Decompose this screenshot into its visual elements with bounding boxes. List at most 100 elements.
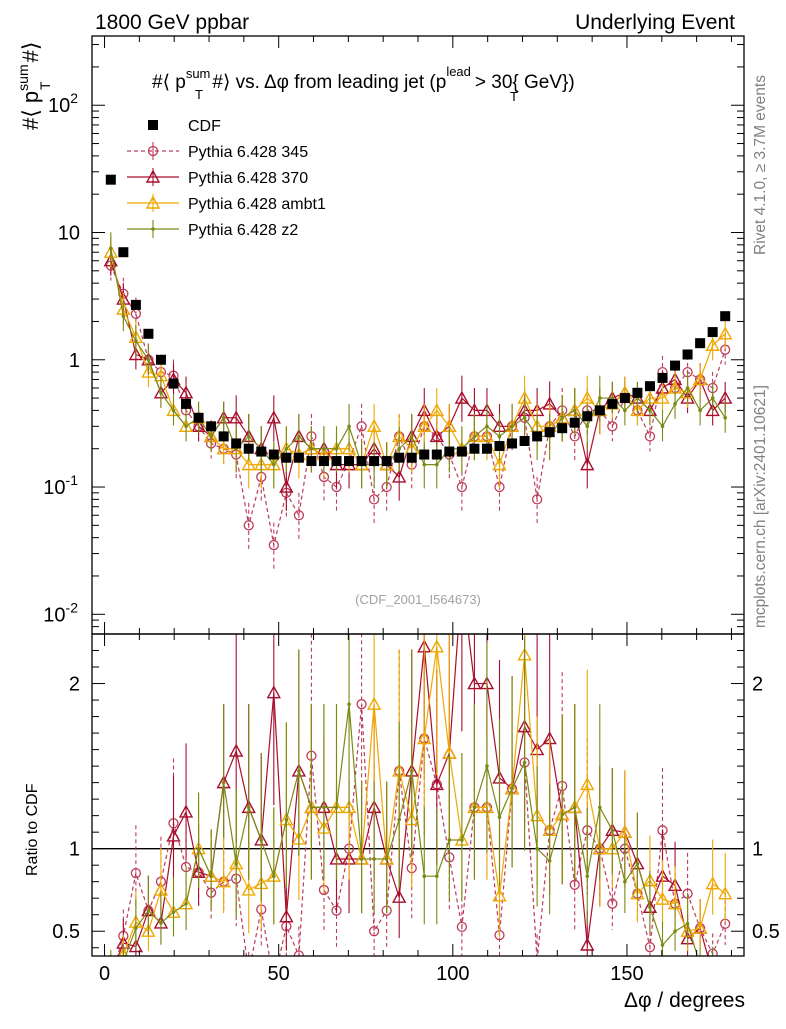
- title-part-f: > 30{ GeV}): [475, 72, 575, 93]
- series-4-ratio-point-46: [685, 921, 690, 926]
- cdf-point-11: [243, 443, 254, 454]
- series-4-point-38: [585, 424, 590, 429]
- series-4-point-31: [497, 434, 502, 439]
- series-4-ratio-point-45: [673, 929, 677, 934]
- series-2-ratio-point-13: [266, 685, 281, 699]
- series-4-point-18: [334, 446, 339, 451]
- series-4-ratio-point-4: [159, 921, 163, 925]
- series-4-ratio-point-37: [572, 805, 577, 810]
- ratio-y-label: Ratio to CDF: [24, 783, 41, 876]
- series-4-point-4: [159, 391, 163, 395]
- svg-text:#⟨ psum#⟩: #⟨ psum#⟩: [15, 42, 43, 130]
- series-4-point-19: [347, 424, 351, 429]
- series-3-point-11: [241, 457, 256, 471]
- series-4-ratio-point-7: [196, 846, 201, 851]
- series-1-point-13: [268, 539, 279, 551]
- series-4-point-36: [560, 415, 564, 420]
- cdf-point-31: [494, 441, 505, 452]
- legend-marker-4: [151, 227, 155, 231]
- title-sup-lead: lead: [446, 64, 471, 79]
- series-4-ratio-point-20: [359, 857, 364, 861]
- series-4-ratio-point-43: [648, 905, 652, 910]
- series-2-point-23: [392, 469, 407, 483]
- cdf-point-34: [532, 431, 543, 442]
- series-4-point-29: [472, 434, 477, 439]
- series-3-point-47: [692, 372, 708, 386]
- legend-label-2: Pythia 6.428 370: [188, 170, 308, 187]
- cdf-point-33: [519, 435, 530, 446]
- series-4-ratio-point-14: [284, 817, 289, 822]
- ratio-tick-label-left-1: 1: [69, 839, 80, 861]
- mcplots-label: mcplots.cern.ch [arXiv:2401.10621]: [752, 385, 769, 628]
- series-4-ratio-point-5: [171, 910, 176, 914]
- series-4-point-45: [673, 402, 677, 406]
- series-2-point-2: [128, 347, 144, 361]
- series-3-point-44: [655, 390, 670, 404]
- series-2-point-48: [705, 402, 720, 417]
- series-4-point-11: [246, 434, 251, 439]
- x-axis-label: Δφ / degrees: [624, 989, 745, 1012]
- series-1-ratio-point-37: [569, 879, 580, 890]
- series-4-ratio-point-22: [384, 857, 389, 861]
- cdf-point-16: [306, 456, 317, 467]
- series-2-ratio-point-23: [392, 889, 407, 903]
- series-4-ratio-point-31: [497, 815, 502, 820]
- series-4-ratio-point-10: [234, 861, 238, 866]
- series-4-point-30: [485, 424, 489, 429]
- series-4-ratio-point-19: [347, 702, 351, 706]
- cdf-point-26: [431, 449, 442, 460]
- cdf-point-8: [206, 421, 217, 432]
- title-sup-sum: sum: [186, 66, 211, 81]
- y-tick-label-0: 10-2: [43, 599, 78, 626]
- x-tick-label-1: 50: [268, 963, 290, 985]
- legend: CDF Pythia 6.428 345 Pythia 6.428 370 Pythi…: [127, 118, 326, 239]
- main-plot-marks: [103, 174, 733, 569]
- series-3-ratio-point-31: [492, 888, 507, 902]
- series-3-point-19: [341, 441, 357, 455]
- series-3-ratio-point-38: [580, 776, 595, 791]
- series-4-point-3: [146, 357, 151, 362]
- legend-entry-4: Pythia 6.428 z2: [127, 220, 298, 239]
- cdf-point-10: [231, 438, 242, 449]
- series-3-point-38: [580, 390, 595, 404]
- y-tick-label-2: 1: [69, 350, 80, 372]
- series-4-point-5: [171, 408, 176, 413]
- series-4-point-17: [322, 446, 326, 451]
- title-sub-2: T: [510, 89, 518, 104]
- series-4-ratio-point-17: [322, 805, 326, 810]
- series-1-ratio-point-20: [356, 699, 367, 710]
- series-4-point-23: [397, 446, 401, 451]
- series-3-ratio-point-21: [366, 696, 382, 710]
- series-4-ratio-point-40: [610, 828, 615, 833]
- series-4-point-15: [297, 434, 301, 439]
- cdf-point-40: [607, 398, 618, 409]
- cdf-point-47: [695, 338, 706, 349]
- cdf-point-13: [268, 449, 279, 460]
- cdf-point-28: [456, 446, 467, 457]
- series-3-point-3: [141, 364, 156, 378]
- series-1-point-21: [368, 494, 380, 505]
- legend-label-0: CDF: [188, 118, 221, 135]
- ylabel-sub: T: [37, 81, 53, 90]
- series-2-point-10: [229, 410, 244, 424]
- cdf-point-46: [682, 349, 693, 360]
- title-part-d: Δφ from leading jet (p: [264, 72, 446, 93]
- series-4-ratio-point-35: [547, 859, 552, 863]
- series-4-point-13: [272, 462, 276, 467]
- cdf-point-14: [281, 452, 292, 463]
- legend-marker-3: [145, 195, 161, 209]
- cdf-point-0: [105, 174, 116, 185]
- series-4-point-39: [598, 396, 602, 400]
- series-3-ratio-line: [121, 646, 726, 956]
- series-4-ratio-point-38: [585, 874, 590, 878]
- legend-label-4: Pythia 6.428 z2: [188, 222, 298, 239]
- series-4-point-0: [109, 246, 113, 251]
- series-1-point-40: [607, 421, 618, 432]
- series-4-ratio-point-18: [334, 805, 339, 810]
- series-1-point-34: [531, 494, 543, 505]
- series-4-ratio-point-11: [246, 805, 251, 810]
- series-3-point-31: [492, 457, 507, 471]
- series-4-ratio-point-25: [422, 874, 427, 878]
- series-2-ratio-point-14: [279, 909, 294, 923]
